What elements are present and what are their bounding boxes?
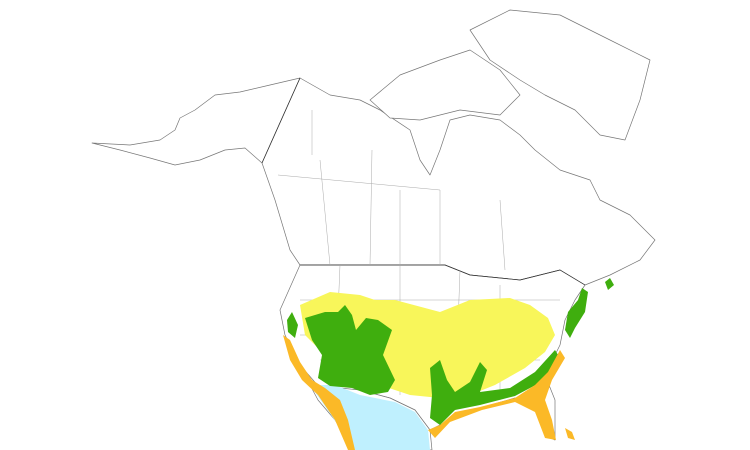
alaska-canada-border (261, 77, 301, 164)
green-range-gulf (430, 350, 560, 425)
orange-range-west-coast (283, 335, 355, 450)
orange-range-gulf-coast (428, 350, 565, 440)
province-borders (277, 110, 506, 271)
arctic-islands (369, 49, 521, 121)
orange-range-caribbean (565, 428, 575, 440)
us-canada-border (300, 264, 586, 286)
green-range-nova-scotia (605, 278, 614, 290)
green-range-west (305, 305, 395, 395)
range-layers (283, 278, 614, 450)
alaska-landmass (91, 77, 301, 166)
green-range-east-coast (565, 288, 588, 338)
green-range-coast-ca (287, 312, 298, 338)
greenland-landmass (469, 9, 651, 141)
